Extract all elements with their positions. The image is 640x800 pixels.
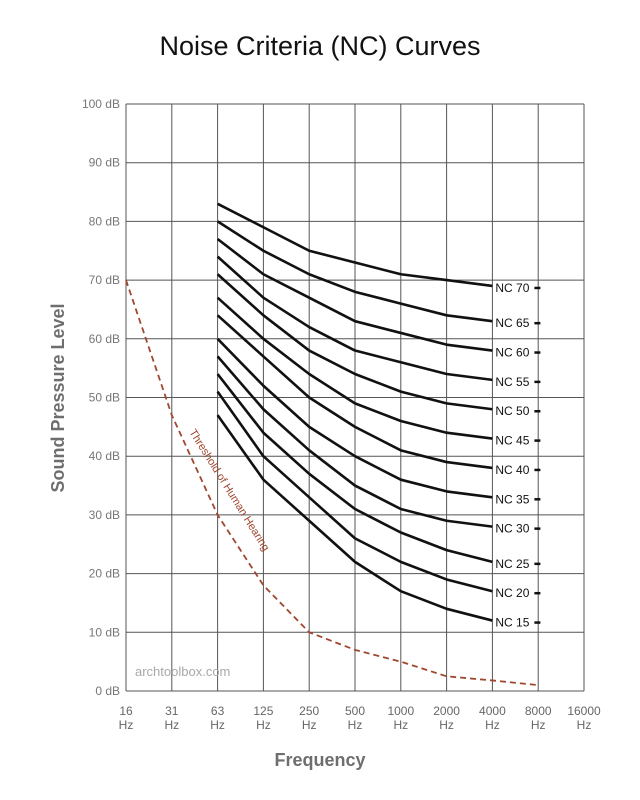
nc-curve-label: NC 65 — [495, 316, 529, 330]
chart-title: Noise Criteria (NC) Curves — [159, 31, 480, 61]
nc-curve-label: NC 70 — [495, 281, 529, 295]
x-tick-label: 500 — [345, 704, 365, 718]
x-tick-label: 16 — [119, 704, 133, 718]
nc-curve-label: NC 60 — [495, 346, 529, 360]
x-tick-label: 4000 — [479, 704, 506, 718]
threshold-curve — [125, 279, 539, 687]
nc-curve — [216, 273, 493, 411]
nc-curve — [216, 337, 493, 499]
y-tick-label: 10 dB — [89, 625, 120, 639]
nc-labels: NC 70 NC 65 NC 60 NC 55 NC 50 NC 45 NC 40 NC 35… — [495, 281, 541, 630]
x-axis-label: Frequency — [274, 750, 365, 770]
y-axis-label: Sound Pressure Level — [48, 303, 68, 492]
x-tick-label: 250 — [299, 704, 319, 718]
y-tick-label: 80 dB — [89, 214, 120, 228]
nc-curve-label: NC 30 — [495, 522, 529, 536]
x-tick-unit: Hz — [302, 718, 317, 732]
grid — [125, 103, 585, 692]
nc-curve — [216, 414, 493, 622]
x-tick-label: 125 — [253, 704, 273, 718]
nc-curve — [216, 255, 493, 382]
x-ticks: 16Hz31Hz63Hz125Hz250Hz500Hz1000Hz2000Hz4… — [119, 704, 601, 732]
nc-curve — [216, 296, 493, 440]
y-ticks: 0 dB 10 dB 20 dB 30 dB 40 dB 50 dB 60 dB 70 dB 8… — [82, 97, 120, 698]
x-tick-label: 1000 — [387, 704, 414, 718]
y-tick-label: 90 dB — [89, 156, 120, 170]
x-tick-label: 63 — [211, 704, 225, 718]
nc-curve — [216, 314, 493, 470]
nc-curve — [216, 373, 493, 564]
watermark: archtoolbox.com — [135, 664, 230, 679]
y-tick-label: 30 dB — [89, 508, 120, 522]
nc-curve — [216, 390, 493, 593]
x-tick-unit: Hz — [348, 718, 363, 732]
x-tick-unit: Hz — [210, 718, 225, 732]
y-tick-label: 40 dB — [89, 449, 120, 463]
y-tick-label: 0 dB — [95, 684, 120, 698]
nc-curve-label: NC 25 — [495, 557, 529, 571]
nc-curve — [216, 237, 493, 352]
nc-curve-label: NC 40 — [495, 463, 529, 477]
y-tick-label: 20 dB — [89, 567, 120, 581]
y-tick-label: 70 dB — [89, 273, 120, 287]
nc-curve-label: NC 15 — [495, 616, 529, 630]
nc-curve-label: NC 55 — [495, 375, 529, 389]
x-tick-unit: Hz — [393, 718, 408, 732]
x-tick-unit: Hz — [119, 718, 134, 732]
nc-curve-label: NC 45 — [495, 434, 529, 448]
x-tick-unit: Hz — [531, 718, 546, 732]
x-tick-label: 8000 — [525, 704, 552, 718]
nc-curves — [216, 202, 493, 622]
x-tick-unit: Hz — [256, 718, 271, 732]
y-tick-label: 50 dB — [89, 391, 120, 405]
x-tick-label: 31 — [165, 704, 179, 718]
nc-curve-label: NC 20 — [495, 586, 529, 600]
x-tick-unit: Hz — [485, 718, 500, 732]
nc-curve — [217, 202, 493, 288]
threshold-label: Threshold of Human Hearing — [186, 427, 271, 553]
y-tick-label: 100 dB — [82, 97, 120, 111]
y-tick-label: 60 dB — [89, 332, 120, 346]
nc-curve — [216, 220, 493, 323]
nc-curve — [216, 355, 493, 528]
threshold-layer: Threshold of Human Hearing — [125, 279, 539, 687]
x-tick-unit: Hz — [577, 718, 592, 732]
x-tick-label: 16000 — [567, 704, 601, 718]
x-tick-label: 2000 — [433, 704, 460, 718]
nc-curve-label: NC 35 — [495, 492, 529, 506]
x-tick-unit: Hz — [439, 718, 454, 732]
nc-curve-label: NC 50 — [495, 404, 529, 418]
x-tick-unit: Hz — [164, 718, 179, 732]
